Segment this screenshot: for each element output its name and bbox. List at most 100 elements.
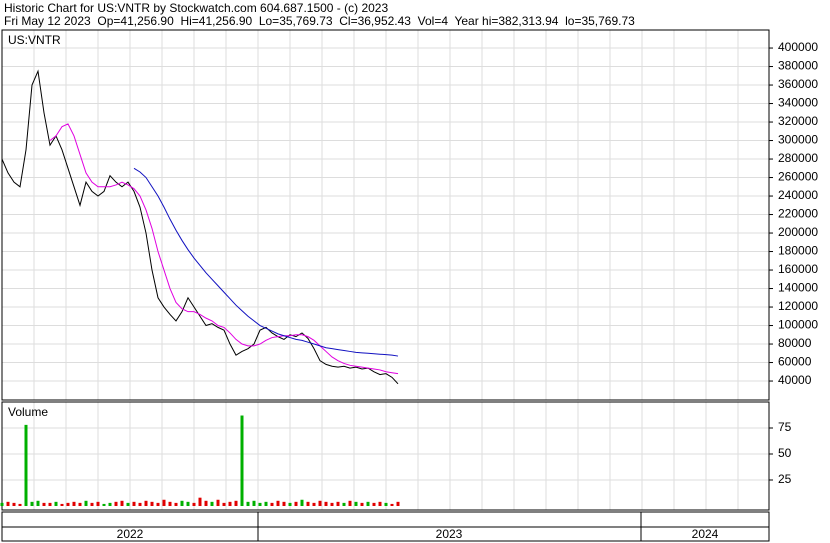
volume-bar <box>318 500 322 506</box>
volume-bar <box>372 502 376 506</box>
volume-bar <box>30 501 34 506</box>
volume-bar <box>168 501 172 506</box>
year-label: 2022 <box>117 527 144 541</box>
date-strip <box>1 511 770 528</box>
volume-bar <box>210 501 214 506</box>
volume-bar <box>258 502 262 506</box>
volume-bar <box>216 499 220 506</box>
price-line <box>133 167 399 357</box>
volume-bar <box>24 424 28 506</box>
volume-bar <box>138 502 142 506</box>
volume-bar <box>12 502 16 506</box>
y-tick-label: 240000 <box>778 188 818 202</box>
y-tick-label: 75 <box>778 420 792 434</box>
y-tick-label: 180000 <box>778 244 818 258</box>
y-tick-label: 120000 <box>778 299 818 313</box>
volume-bar <box>6 501 10 506</box>
volume-bar <box>234 500 238 506</box>
volume-bar <box>348 500 352 506</box>
volume-bar <box>156 502 160 506</box>
y-tick-label: 340000 <box>778 96 818 110</box>
year-label: 2023 <box>436 527 463 541</box>
volume-bar <box>378 501 382 506</box>
volume-label: Volume <box>8 405 48 419</box>
volume-bar <box>390 503 394 506</box>
volume-bar <box>300 499 304 506</box>
volume-bar <box>336 501 340 506</box>
year-label: 2024 <box>692 527 719 541</box>
volume-bar <box>360 502 364 506</box>
volume-bar <box>240 415 244 506</box>
volume-bar <box>228 501 232 506</box>
volume-bar <box>186 501 190 506</box>
volume-bar <box>90 502 94 506</box>
volume-bar <box>354 501 358 506</box>
volume-bar <box>108 502 112 506</box>
volume-bar <box>396 501 400 506</box>
volume-bar <box>288 502 292 506</box>
volume-bar <box>84 500 88 506</box>
volume-bar <box>42 502 46 506</box>
volume-bar <box>180 500 184 506</box>
volume-bar <box>114 501 118 506</box>
volume-bar <box>54 501 58 506</box>
volume-bar <box>342 502 346 506</box>
y-tick-label: 260000 <box>778 170 818 184</box>
volume-bar <box>294 501 298 506</box>
volume-bar <box>48 502 52 506</box>
y-tick-label: 380000 <box>778 59 818 73</box>
volume-bar <box>264 501 268 506</box>
volume-bar <box>132 501 136 506</box>
y-tick-label: 50 <box>778 446 792 460</box>
y-tick-label: 300000 <box>778 133 818 147</box>
volume-bar <box>102 503 106 506</box>
volume-bar <box>66 502 70 506</box>
y-tick-label: 360000 <box>778 77 818 91</box>
volume-bar <box>198 497 202 506</box>
y-tick-label: 200000 <box>778 225 818 239</box>
y-tick-label: 80000 <box>778 336 812 350</box>
quote-line: Fri May 12 2023 Op=41,256.90 Hi=41,256.9… <box>4 14 635 28</box>
volume-bar <box>78 502 82 506</box>
volume-bar <box>246 501 250 506</box>
y-tick-label: 280000 <box>778 151 818 165</box>
volume-bar <box>330 502 334 506</box>
volume-bar <box>204 500 208 506</box>
volume-bar <box>384 502 388 506</box>
y-tick-label: 40000 <box>778 373 812 387</box>
volume-bar <box>18 503 22 506</box>
volume-bar <box>222 502 226 506</box>
volume-bar <box>144 500 148 506</box>
volume-bar <box>192 502 196 506</box>
y-tick-label: 140000 <box>778 281 818 295</box>
volume-bar <box>96 501 100 506</box>
y-tick-label: 320000 <box>778 114 818 128</box>
y-tick-label: 160000 <box>778 262 818 276</box>
volume-bar <box>276 500 280 506</box>
chart-title: Historic Chart for US:VNTR by Stockwatch… <box>4 1 388 15</box>
volume-panel <box>1 401 770 511</box>
y-tick-label: 100000 <box>778 318 818 332</box>
volume-bar <box>306 501 310 506</box>
volume-bar <box>72 501 76 506</box>
volume-bar <box>162 499 166 506</box>
volume-bar <box>126 502 130 506</box>
y-tick-label: 60000 <box>778 355 812 369</box>
year-strip <box>1 526 770 542</box>
volume-bar <box>252 500 256 506</box>
volume-bar <box>324 501 328 506</box>
price-line <box>1 69 399 385</box>
volume-bar <box>366 501 370 506</box>
volume-bar <box>36 500 40 506</box>
volume-bar <box>120 500 124 506</box>
volume-bar <box>312 502 316 506</box>
y-tick-label: 220000 <box>778 207 818 221</box>
symbol-label: US:VNTR <box>8 33 61 47</box>
y-tick-label: 400000 <box>778 40 818 54</box>
volume-bar <box>174 502 178 506</box>
volume-bar <box>0 502 4 506</box>
volume-bar <box>60 503 64 506</box>
volume-bar <box>270 502 274 506</box>
